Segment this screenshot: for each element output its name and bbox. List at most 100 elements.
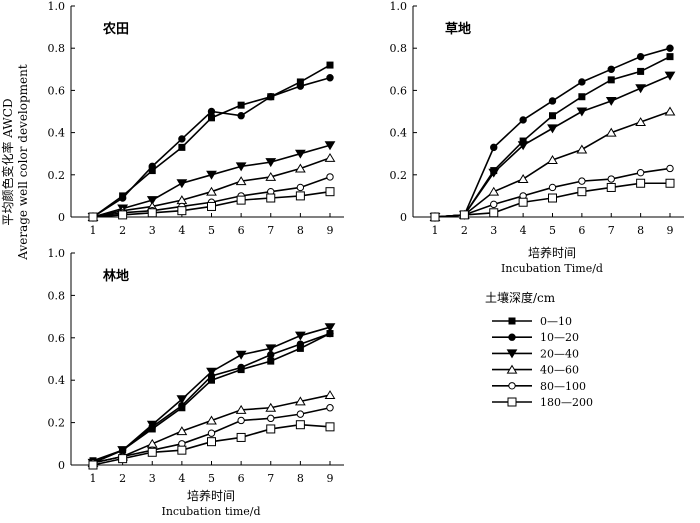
series-line — [92, 394, 331, 464]
data-point — [326, 173, 334, 181]
data-point — [265, 402, 277, 412]
x-tick-label: 1 — [90, 472, 97, 485]
data-point — [265, 171, 277, 181]
data-point — [547, 155, 558, 165]
data-point — [324, 390, 336, 400]
x-tick-label: 6 — [238, 224, 245, 237]
legend-label: 10—20 — [540, 331, 579, 344]
x-tick-label: 8 — [297, 472, 304, 485]
data-point — [489, 208, 499, 218]
x-axis-label-en: Incubation Time/d — [501, 262, 603, 275]
legend-label: 80—100 — [540, 380, 586, 393]
data-point — [637, 67, 645, 75]
legend-entry: 180—200 — [492, 396, 593, 409]
data-point — [267, 414, 275, 423]
data-point — [605, 96, 617, 106]
y-tick-label: 1.0 — [48, 0, 66, 13]
y-tick-label: 0.2 — [48, 417, 66, 430]
y-tick-label: 0 — [58, 459, 65, 472]
data-point — [236, 195, 246, 205]
data-point — [547, 124, 558, 134]
x-tick-label: 2 — [119, 472, 126, 485]
data-point — [296, 410, 305, 418]
data-point — [146, 438, 158, 448]
data-point — [237, 363, 245, 372]
data-point — [664, 71, 676, 81]
data-point — [549, 112, 556, 120]
x-axis-label-en: Incubation time/d — [161, 505, 260, 518]
legend: 土壤深度/cm 0—10 10—20 20—40 40—60 80—100 180—200 — [485, 290, 593, 409]
x-tick-label: 9 — [327, 224, 334, 237]
data-point — [178, 135, 186, 143]
data-point — [606, 182, 616, 192]
legend-label: 40—60 — [540, 364, 579, 377]
data-point — [207, 437, 216, 447]
data-point — [294, 331, 306, 341]
chart-panels: 0 0.2 0.4 0.6 0.8 1.0 1 2 3 4 5 6 7 8 9 农田 0 0.2 0.4 0.6 0.8… — [48, 0, 684, 518]
data-point — [517, 174, 529, 184]
data-point — [666, 44, 674, 52]
data-point — [459, 210, 469, 220]
x-tick-label: 3 — [149, 224, 156, 237]
data-point — [176, 395, 188, 405]
y-tick-label: 0.2 — [390, 169, 408, 182]
data-point — [324, 323, 336, 333]
data-point — [636, 52, 645, 61]
data-point — [88, 212, 98, 222]
x-tick-label: 1 — [432, 224, 439, 237]
legend-entry: 20—40 — [492, 347, 579, 360]
data-point — [118, 210, 128, 220]
data-point — [578, 93, 586, 101]
data-point — [548, 97, 557, 105]
data-point — [118, 454, 128, 464]
x-tick-label: 3 — [149, 472, 156, 485]
legend-marker — [508, 382, 516, 390]
series-2 — [89, 74, 334, 221]
data-point — [296, 183, 305, 192]
data-point — [324, 141, 336, 151]
y-tick-label: 0.2 — [48, 169, 66, 182]
data-point — [117, 446, 129, 456]
legend-entry: 10—20 — [492, 331, 579, 344]
x-tick-label: 9 — [667, 224, 674, 237]
data-point — [578, 177, 586, 185]
series-6 — [430, 178, 675, 222]
series-3 — [87, 323, 336, 468]
data-point — [177, 206, 187, 216]
data-point — [265, 344, 277, 354]
data-point — [576, 107, 588, 117]
data-point — [326, 61, 334, 69]
x-tick-label: 7 — [267, 472, 274, 485]
data-point — [294, 149, 306, 159]
x-axis-label: 培养时间 — [528, 245, 576, 260]
data-point — [548, 183, 557, 192]
y-tick-label: 0 — [58, 211, 65, 224]
data-point — [666, 53, 674, 61]
chart-panel-1: 0 0.2 0.4 0.6 0.8 1.0 1 2 3 4 5 6 7 8 9 农田 — [48, 0, 344, 237]
data-point — [208, 114, 215, 122]
x-tick-label: 1 — [90, 224, 97, 237]
legend-label: 0—10 — [540, 315, 572, 328]
y-axis-label-en: Average well color development — [16, 64, 30, 261]
data-point — [294, 396, 306, 406]
data-point — [88, 460, 98, 470]
data-point — [207, 201, 216, 211]
series-line — [434, 55, 671, 218]
y-tick-label: 0.4 — [390, 127, 408, 140]
data-point — [235, 404, 247, 414]
legend-entry: 80—100 — [492, 380, 586, 393]
data-point — [147, 208, 157, 218]
data-point — [118, 194, 127, 202]
data-point — [207, 107, 216, 116]
x-tick-label: 5 — [549, 224, 556, 237]
data-point — [148, 162, 156, 171]
x-tick-label: 4 — [520, 224, 527, 237]
data-point — [146, 420, 158, 430]
data-point — [266, 424, 276, 434]
data-point — [237, 112, 245, 120]
legend-marker — [506, 364, 518, 374]
x-tick-label: 5 — [208, 472, 215, 485]
